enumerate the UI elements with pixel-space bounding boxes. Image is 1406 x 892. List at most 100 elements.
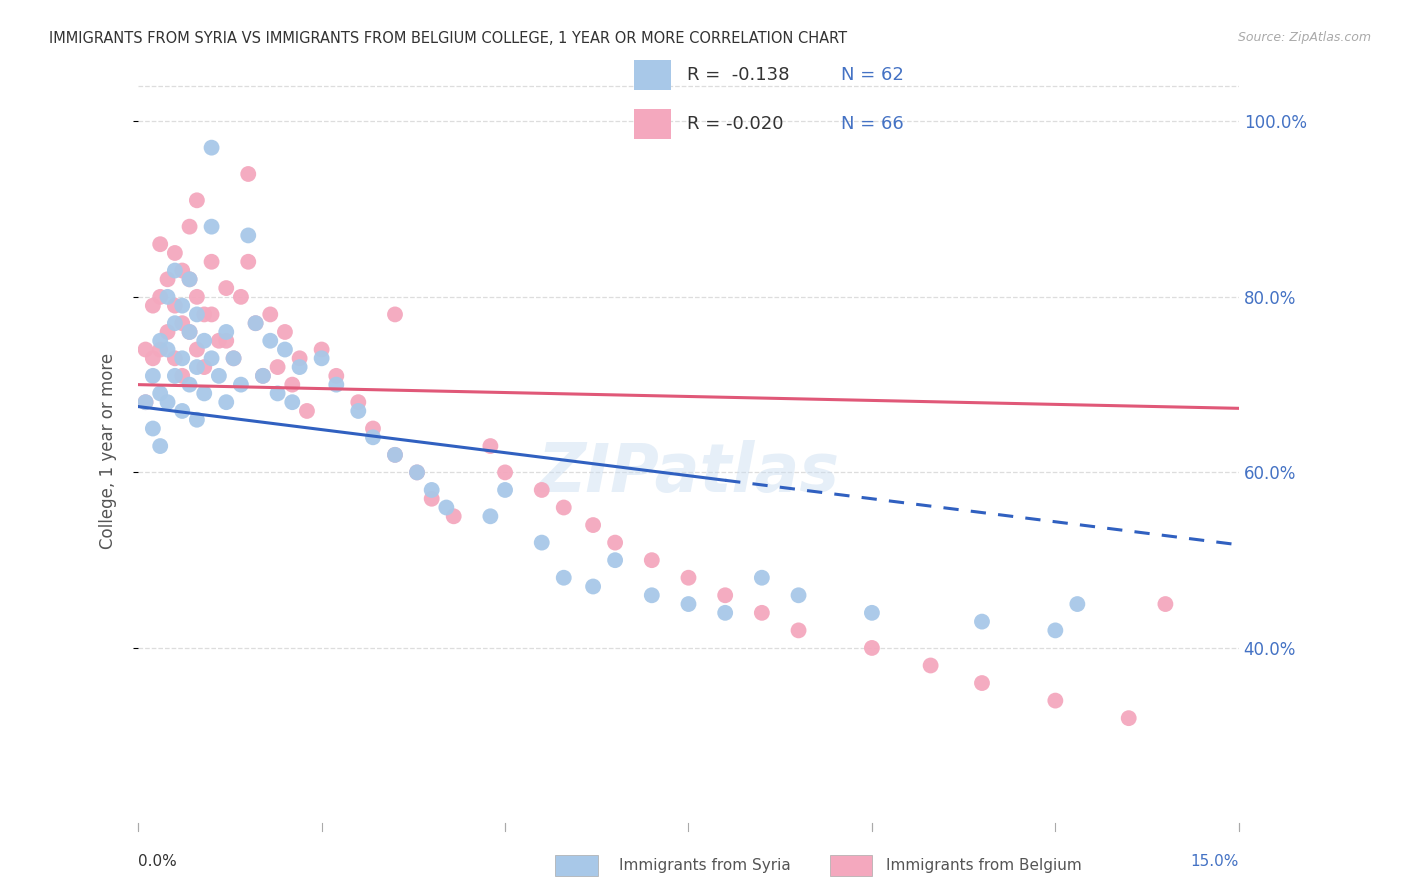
Point: [406, 466, 429, 480]
Point: [200, 351, 222, 366]
Point: [156, 395, 179, 409]
Point: [193, 334, 215, 348]
Bar: [634, 60, 671, 89]
Point: [479, 509, 502, 524]
Point: [641, 588, 664, 602]
Point: [281, 377, 304, 392]
Point: [208, 368, 231, 383]
Point: [714, 606, 737, 620]
Point: [325, 377, 347, 392]
Point: [252, 368, 274, 383]
Point: [135, 395, 157, 409]
Point: [163, 246, 186, 260]
Point: [163, 368, 186, 383]
Text: R =  -0.138: R = -0.138: [686, 66, 789, 84]
Point: [288, 360, 311, 375]
Point: [245, 316, 267, 330]
Point: [163, 351, 186, 366]
Point: [193, 307, 215, 321]
Point: [603, 553, 626, 567]
Point: [215, 334, 238, 348]
Point: [281, 395, 304, 409]
Point: [266, 386, 288, 401]
Text: Immigrants from Belgium: Immigrants from Belgium: [886, 858, 1081, 872]
Point: [787, 588, 810, 602]
Point: [420, 491, 443, 506]
Text: IMMIGRANTS FROM SYRIA VS IMMIGRANTS FROM BELGIUM COLLEGE, 1 YEAR OR MORE CORRELA: IMMIGRANTS FROM SYRIA VS IMMIGRANTS FROM…: [49, 31, 848, 46]
Point: [179, 272, 201, 286]
Point: [186, 413, 208, 427]
Point: [186, 194, 208, 208]
Point: [1066, 597, 1088, 611]
Point: [172, 263, 194, 277]
Point: [970, 676, 993, 690]
Text: Immigrants from Syria: Immigrants from Syria: [619, 858, 790, 872]
Point: [135, 343, 157, 357]
Point: [149, 343, 172, 357]
Point: [384, 307, 406, 321]
Point: [186, 307, 208, 321]
Point: [714, 588, 737, 602]
Point: [434, 500, 457, 515]
Point: [920, 658, 942, 673]
Point: [238, 254, 260, 268]
Point: [406, 466, 429, 480]
Point: [186, 290, 208, 304]
Point: [215, 325, 238, 339]
Point: [259, 307, 281, 321]
Point: [179, 272, 201, 286]
Point: [751, 606, 773, 620]
Point: [200, 141, 222, 155]
Point: [156, 343, 179, 357]
Point: [186, 360, 208, 375]
Text: R = -0.020: R = -0.020: [686, 115, 783, 133]
Point: [252, 368, 274, 383]
Point: [149, 439, 172, 453]
Point: [361, 430, 384, 444]
Point: [142, 299, 165, 313]
Text: Source: ZipAtlas.com: Source: ZipAtlas.com: [1237, 31, 1371, 45]
Text: N = 62: N = 62: [841, 66, 904, 84]
Point: [179, 325, 201, 339]
Point: [149, 237, 172, 252]
Point: [193, 386, 215, 401]
Point: [494, 466, 516, 480]
Point: [179, 219, 201, 234]
Point: [229, 377, 252, 392]
Point: [163, 299, 186, 313]
Point: [193, 360, 215, 375]
Point: [530, 483, 553, 497]
Point: [641, 553, 664, 567]
Point: [582, 580, 605, 594]
Point: [530, 535, 553, 549]
Point: [311, 351, 333, 366]
Point: [295, 404, 318, 418]
Point: [347, 395, 370, 409]
Point: [361, 421, 384, 435]
Point: [142, 351, 165, 366]
Bar: [634, 109, 671, 139]
Point: [186, 343, 208, 357]
Point: [1045, 693, 1067, 707]
Point: [325, 368, 347, 383]
Point: [582, 518, 605, 533]
Point: [215, 395, 238, 409]
Point: [678, 597, 700, 611]
Point: [142, 421, 165, 435]
Point: [156, 325, 179, 339]
Point: [266, 360, 288, 375]
Point: [222, 351, 245, 366]
Point: [179, 377, 201, 392]
Point: [238, 167, 260, 181]
Point: [142, 368, 165, 383]
Point: [420, 483, 443, 497]
Point: [163, 263, 186, 277]
Point: [678, 571, 700, 585]
Point: [970, 615, 993, 629]
Point: [245, 316, 267, 330]
Point: [156, 272, 179, 286]
Point: [149, 290, 172, 304]
Text: ZIPatlas: ZIPatlas: [537, 440, 839, 506]
Point: [259, 334, 281, 348]
Point: [311, 343, 333, 357]
